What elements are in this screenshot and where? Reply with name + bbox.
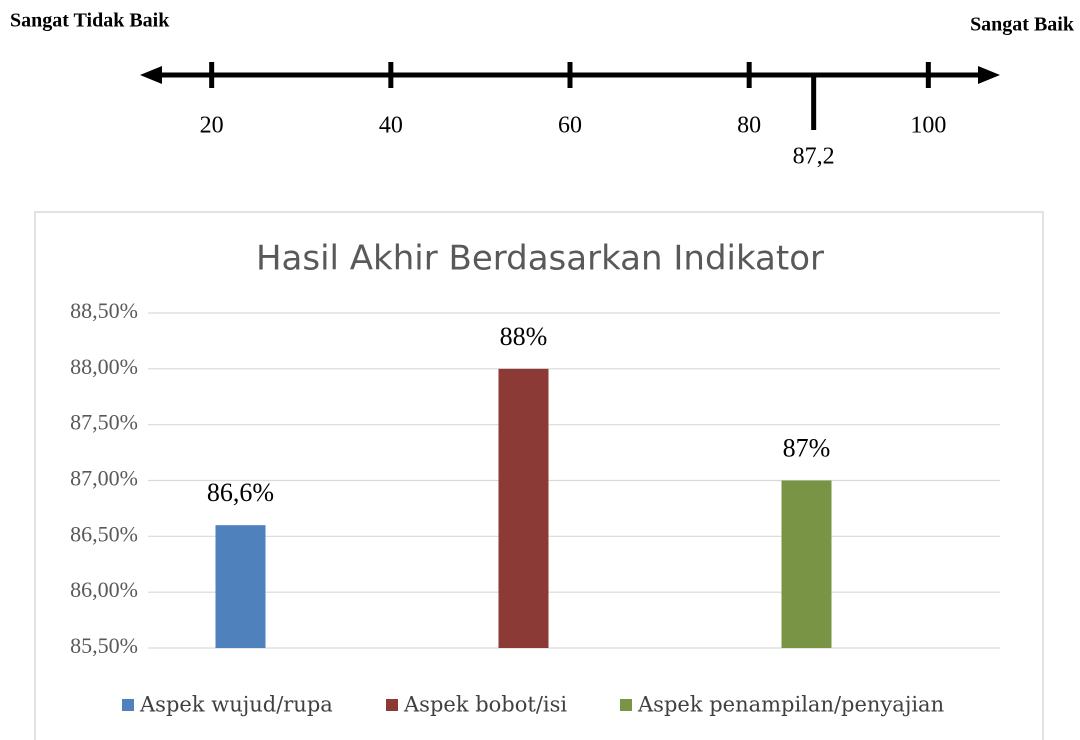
- y-tick-label: 86,00%: [70, 577, 138, 602]
- right-label: Sangat Baik: [970, 14, 1075, 36]
- legend-label: Aspek wujud/rupa: [139, 693, 333, 717]
- y-tick-label: 85,50%: [70, 633, 138, 658]
- legend-swatch: [620, 699, 632, 711]
- legend-label: Aspek bobot/isi: [403, 693, 567, 717]
- bar: [215, 525, 266, 648]
- y-tick-label: 87,00%: [70, 466, 138, 491]
- y-tick-label: 88,00%: [70, 354, 138, 379]
- data-label: 88%: [500, 322, 548, 351]
- y-tick-label: 88,50%: [70, 298, 138, 323]
- legend-label: Aspek penampilan/penyajian: [637, 693, 944, 717]
- bar: [781, 480, 832, 648]
- score-label: 87,2: [793, 144, 835, 170]
- tick-label: 20: [200, 113, 224, 139]
- data-label: 87%: [783, 433, 831, 462]
- left-label: Sangat Tidak Baik: [10, 10, 170, 32]
- tick-label: 80: [737, 113, 761, 139]
- arrow-left: [140, 66, 162, 84]
- y-tick-label: 87,50%: [70, 410, 138, 435]
- tick-label: 40: [379, 113, 403, 139]
- legend-swatch: [386, 699, 398, 711]
- legend-swatch: [122, 699, 134, 711]
- tick-label: 100: [910, 113, 946, 139]
- tick-label: 60: [558, 113, 582, 139]
- arrow-right: [978, 66, 1000, 84]
- y-tick-label: 86,50%: [70, 521, 138, 546]
- bar: [498, 368, 549, 648]
- chart-title: Hasil Akhir Berdasarkan Indikator: [256, 239, 824, 279]
- data-label: 86,6%: [207, 478, 274, 507]
